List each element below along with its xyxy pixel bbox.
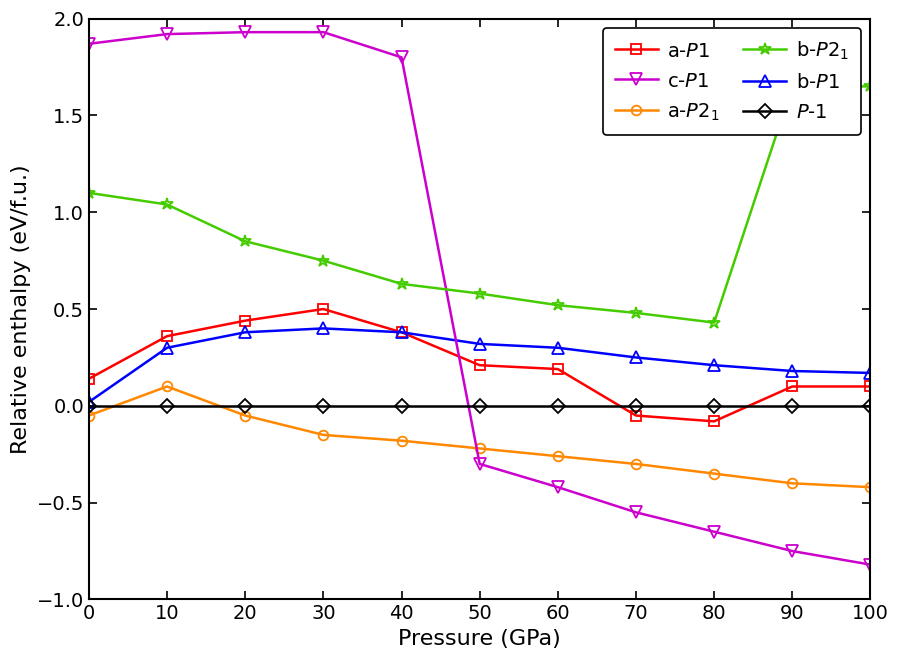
Y-axis label: Relative enthalpy (eV/f.u.): Relative enthalpy (eV/f.u.) — [11, 164, 32, 454]
Legend: a-$\mathit{P}$1, c-$\mathit{P}$1, a-$\mathit{P}$2$_1$, b-$\mathit{P}$2$_1$, b-$\: a-$\mathit{P}$1, c-$\mathit{P}$1, a-$\ma… — [603, 28, 860, 135]
X-axis label: Pressure (GPa): Pressure (GPa) — [399, 629, 561, 649]
